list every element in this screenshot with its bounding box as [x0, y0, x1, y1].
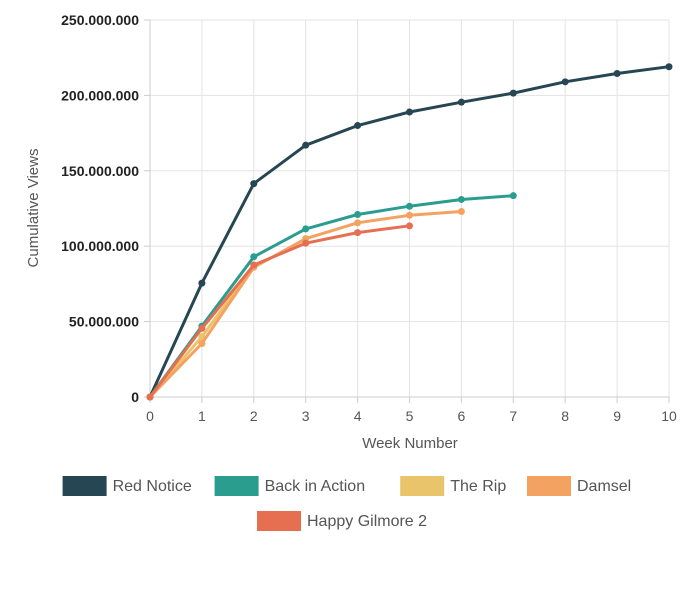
data-point-damsel[interactable]: [198, 339, 206, 347]
y-axis-ticks: 0 50.000.000 100.000.000 150.000.000 200.000…: [61, 12, 139, 405]
legend: Red Notice Back in Action The Rip Damsel Hap…: [62, 476, 631, 531]
legend-swatch: [62, 476, 107, 496]
data-point-red-notice[interactable]: [665, 63, 673, 71]
y-tick-label: 200.000.000: [61, 87, 139, 103]
legend-swatch: [257, 511, 301, 531]
x-tick-label: 0: [146, 408, 154, 424]
legend-label: The Rip: [450, 478, 506, 495]
data-point-happy-gilmore-2[interactable]: [250, 261, 258, 269]
data-point-happy-gilmore-2[interactable]: [198, 324, 206, 332]
data-point-back-in-action[interactable]: [250, 253, 258, 261]
series-line-happy-gilmore-2: [148, 224, 411, 399]
legend-item-the-rip[interactable]: The Rip: [400, 476, 506, 496]
data-point-damsel[interactable]: [457, 208, 465, 216]
data-point-happy-gilmore-2[interactable]: [302, 239, 310, 247]
legend-label: Happy Gilmore 2: [307, 513, 427, 530]
data-point-red-notice[interactable]: [509, 89, 517, 97]
x-tick-label: 6: [458, 408, 466, 424]
y-tick-label: 50.000.000: [69, 314, 139, 330]
data-point-back-in-action[interactable]: [457, 195, 465, 203]
data-point-damsel[interactable]: [354, 219, 362, 227]
x-tick-label: 5: [406, 408, 414, 424]
legend-swatch: [400, 476, 445, 496]
data-point-back-in-action[interactable]: [302, 225, 310, 233]
data-point-happy-gilmore-2[interactable]: [406, 222, 413, 230]
legend-item-happy-gilmore-2[interactable]: Happy Gilmore 2: [257, 511, 427, 531]
legend-item-red-notice[interactable]: Red Notice: [62, 476, 192, 496]
y-tick-label: 250.000.000: [61, 12, 139, 28]
legend-item-back-in-action[interactable]: Back in Action: [214, 476, 366, 496]
x-axis-title: Week Number: [362, 435, 458, 452]
data-point-red-notice[interactable]: [198, 279, 206, 287]
data-point-red-notice[interactable]: [354, 122, 362, 130]
x-tick-label: 3: [302, 408, 310, 424]
y-tick-label: 0: [131, 389, 139, 405]
data-point-red-notice[interactable]: [561, 78, 569, 86]
x-tick-label: 4: [354, 408, 362, 424]
data-point-damsel[interactable]: [406, 211, 413, 219]
legend-label: Back in Action: [265, 478, 366, 495]
x-tick-label: 10: [661, 408, 677, 424]
data-point-back-in-action[interactable]: [406, 202, 413, 210]
legend-label: Damsel: [577, 478, 631, 495]
x-axis-ticks: 0 1 2 3 4 5 6 7 8 9 10: [146, 408, 677, 424]
data-point-red-notice[interactable]: [406, 108, 413, 116]
data-point-happy-gilmore-2[interactable]: [354, 229, 362, 237]
x-tick-label: 1: [198, 408, 206, 424]
legend-label: Red Notice: [113, 478, 192, 495]
x-tick-label: 2: [250, 408, 258, 424]
x-tick-label: 7: [509, 408, 517, 424]
series-group: [146, 63, 673, 401]
x-tick-label: 9: [613, 408, 621, 424]
legend-swatch: [527, 476, 571, 496]
data-point-back-in-action[interactable]: [509, 192, 517, 200]
y-tick-label: 100.000.000: [61, 238, 139, 254]
data-point-red-notice[interactable]: [250, 180, 258, 188]
series-line-back-in-action: [148, 194, 515, 399]
data-point-back-in-action[interactable]: [354, 211, 362, 219]
data-point-red-notice[interactable]: [613, 70, 621, 78]
legend-item-damsel[interactable]: Damsel: [527, 476, 631, 496]
legend-swatch: [214, 476, 259, 496]
data-point-red-notice[interactable]: [302, 141, 310, 149]
x-tick-label: 8: [561, 408, 569, 424]
data-point-red-notice[interactable]: [457, 98, 465, 106]
data-point-happy-gilmore-2[interactable]: [146, 393, 154, 401]
y-axis-title: Cumulative Views: [25, 149, 42, 268]
y-tick-label: 150.000.000: [61, 163, 139, 179]
